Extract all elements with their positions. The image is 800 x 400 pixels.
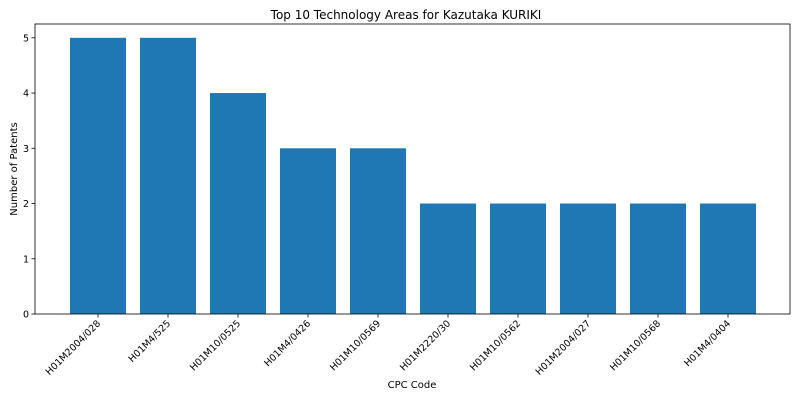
y-tick-label: 1 (23, 254, 29, 265)
bar-H01M2220/30 (420, 204, 476, 314)
y-axis-label: Number of Patents (9, 122, 20, 215)
bar-H01M10/0568 (630, 204, 686, 314)
bar-H01M4/525 (140, 38, 196, 314)
bar-H01M4/0426 (280, 148, 336, 314)
y-tick-label: 2 (23, 199, 29, 210)
bar-H01M2004/027 (560, 204, 616, 314)
bar-H01M2004/028 (70, 38, 126, 314)
bar-H01M10/0569 (350, 148, 406, 314)
bar-H01M10/0562 (490, 204, 546, 314)
y-tick-label: 3 (23, 144, 29, 155)
y-tick-label: 0 (23, 310, 29, 321)
y-tick-label: 5 (23, 33, 29, 44)
y-tick-label: 4 (23, 89, 29, 100)
chart-title: Top 10 Technology Areas for Kazutaka KUR… (270, 8, 542, 22)
bar-H01M10/0525 (210, 93, 266, 314)
x-axis-label: CPC Code (388, 380, 437, 391)
bar-H01M4/0404 (700, 204, 756, 314)
